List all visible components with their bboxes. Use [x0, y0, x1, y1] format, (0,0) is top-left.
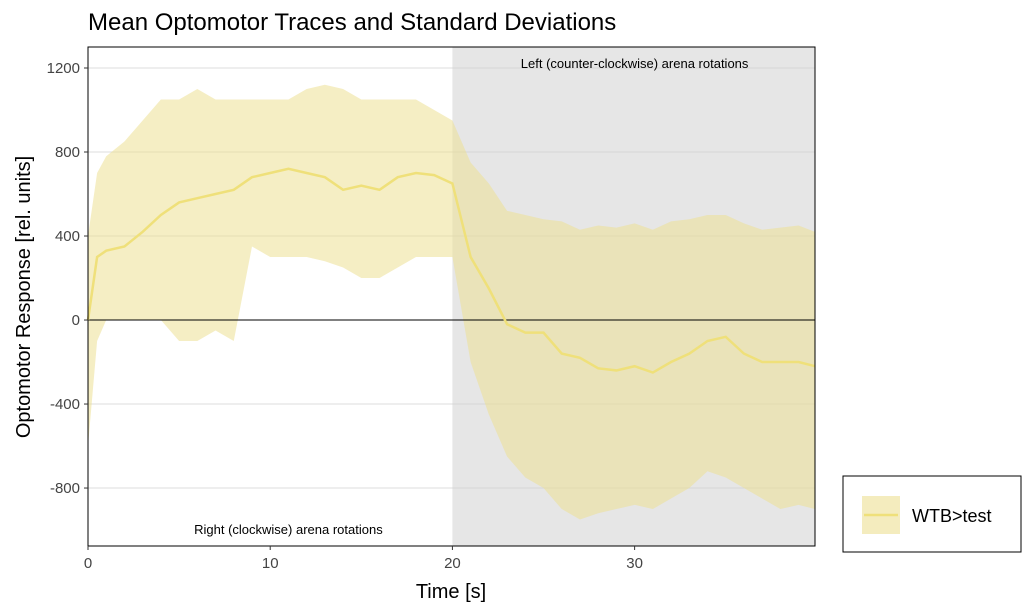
x-tick-label: 0: [84, 555, 92, 572]
y-tick-label: -800: [50, 480, 80, 497]
x-ticks: 0 10 20 30: [84, 546, 643, 572]
x-tick-label: 30: [626, 555, 643, 572]
legend-entry: WTB>test: [912, 506, 992, 526]
annotation-left-rotations: Left (counter-clockwise) arena rotations: [521, 56, 749, 71]
annotation-right-rotations: Right (clockwise) arena rotations: [194, 522, 383, 537]
y-tick-label: 1200: [47, 60, 80, 77]
y-tick-label: 800: [55, 144, 80, 161]
x-tick-label: 20: [444, 555, 461, 572]
sd-band: [88, 84, 815, 520]
x-tick-label: 10: [262, 555, 279, 572]
plot-border: [87, 46, 816, 547]
y-axis-label: Optomotor Response [rel. units]: [13, 156, 35, 438]
legend: WTB>test: [842, 475, 1022, 553]
y-tick-label: 0: [72, 312, 80, 329]
x-axis-label: Time [s]: [416, 581, 486, 603]
mean-line: [86, 167, 816, 374]
y-tick-label: 400: [55, 228, 80, 245]
y-ticks: 1200 800 400 0 -400 -800: [47, 60, 88, 497]
chart-title: Mean Optomotor Traces and Standard Devia…: [88, 9, 616, 36]
y-tick-label: -400: [50, 396, 80, 413]
